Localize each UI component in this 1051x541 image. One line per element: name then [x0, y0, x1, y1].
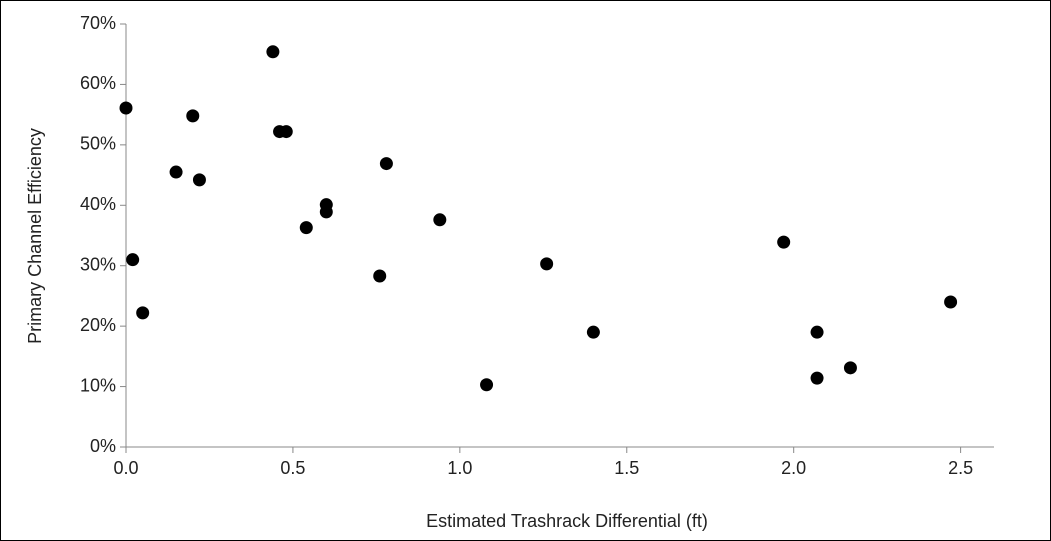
x-tick-label: 0.0 — [113, 458, 138, 478]
x-axis-title: Estimated Trashrack Differential (ft) — [426, 511, 708, 531]
point — [810, 325, 824, 339]
x-tick-label: 2.0 — [781, 458, 806, 478]
point — [192, 173, 206, 187]
point — [480, 378, 494, 392]
x-tick-label: 0.5 — [280, 458, 305, 478]
point — [379, 157, 393, 171]
point — [810, 371, 824, 385]
point — [540, 257, 554, 271]
y-tick-label: 50% — [80, 134, 116, 154]
x-tick-label: 1.0 — [447, 458, 472, 478]
point — [944, 295, 958, 309]
point — [169, 165, 183, 179]
y-tick-label: 30% — [80, 254, 116, 274]
point — [433, 213, 447, 227]
point — [279, 125, 293, 139]
y-axis-title: Primary Channel Efficiency — [25, 128, 45, 344]
point — [586, 325, 600, 339]
point — [186, 109, 200, 123]
y-tick-label: 60% — [80, 73, 116, 93]
point — [266, 45, 280, 59]
y-tick-label: 0% — [90, 436, 116, 456]
y-tick-label: 10% — [80, 375, 116, 395]
x-tick-label: 2.5 — [948, 458, 973, 478]
y-tick-label: 40% — [80, 194, 116, 214]
point — [136, 306, 150, 320]
point — [119, 101, 133, 115]
point — [319, 205, 333, 219]
y-tick-label: 70% — [80, 13, 116, 33]
point — [777, 235, 791, 249]
point — [299, 221, 313, 235]
point — [126, 253, 140, 267]
point — [843, 361, 857, 375]
y-tick-label: 20% — [80, 315, 116, 335]
x-tick-label: 1.5 — [614, 458, 639, 478]
point — [373, 269, 387, 283]
